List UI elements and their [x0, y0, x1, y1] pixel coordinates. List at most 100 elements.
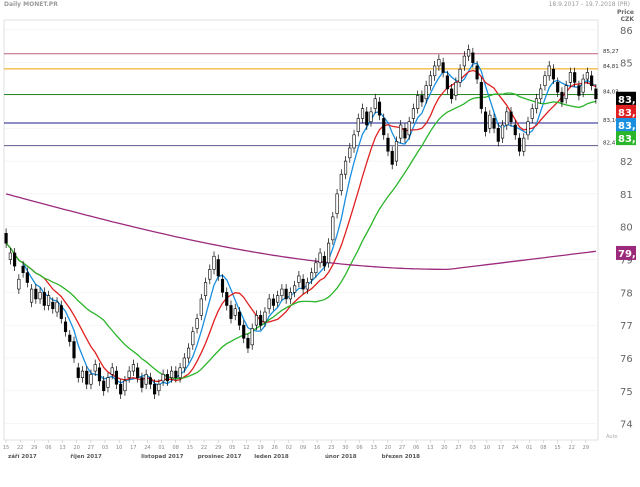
candle-body: [157, 383, 161, 392]
candle: [191, 326, 195, 350]
candle: [51, 297, 55, 314]
x-tick-label-38: 08: [540, 445, 546, 451]
candle-body: [377, 101, 382, 116]
candle-body: [479, 82, 483, 109]
candle-body: [174, 370, 178, 378]
candle: [114, 366, 119, 390]
price-tag-label: 83,8: [618, 121, 640, 132]
candle: [199, 293, 203, 321]
candle-body: [297, 275, 301, 283]
candle: [373, 93, 377, 114]
candle-body: [51, 301, 55, 310]
candle: [284, 284, 288, 304]
candle: [254, 310, 259, 331]
candle: [30, 284, 34, 308]
candle-body: [543, 75, 547, 86]
candles: [4, 44, 598, 399]
candle: [170, 366, 174, 383]
candle-body: [386, 137, 390, 152]
x-tick-label-31: 20: [441, 445, 447, 451]
candle: [178, 362, 182, 383]
candle-body: [123, 380, 127, 392]
candle-body: [280, 288, 284, 296]
x-tick-label-27: 20: [385, 445, 391, 451]
candle-body: [382, 118, 386, 136]
candle-body: [594, 88, 598, 100]
candle: [89, 369, 93, 390]
y-tick-label-81: 81: [620, 190, 633, 201]
candle: [148, 372, 152, 390]
candle: [483, 106, 488, 137]
candle: [127, 366, 131, 383]
ma-green-line: [5, 92, 597, 380]
candle: [377, 97, 382, 121]
candle: [182, 353, 186, 373]
candle: [310, 267, 314, 285]
candle: [327, 238, 331, 268]
candle-body: [148, 377, 152, 385]
candle: [25, 267, 29, 288]
candle-body: [229, 305, 233, 319]
candle: [335, 188, 339, 219]
candle: [454, 77, 458, 101]
candle-body: [573, 72, 577, 83]
candle: [352, 129, 356, 153]
candle: [140, 372, 144, 393]
candle: [509, 106, 513, 127]
candle-body: [322, 255, 326, 267]
candle-body: [267, 298, 271, 310]
candle-body: [259, 315, 263, 326]
candle-body: [30, 288, 34, 303]
candle-body: [203, 282, 208, 296]
x-tick-label-26: 13: [371, 445, 377, 451]
horizontal-levels: 85,27 84,81 84,03 83,16 82,47: [4, 49, 619, 147]
candle-body: [505, 111, 509, 126]
candle-body: [551, 68, 556, 80]
candle: [4, 228, 8, 249]
candle: [136, 362, 140, 383]
candle: [229, 300, 233, 324]
candle: [174, 366, 178, 383]
level-label-84,81: 84,81: [603, 64, 619, 70]
candle: [38, 287, 42, 304]
price-tag-bg: [616, 104, 636, 119]
x-tick-label-40: 22: [569, 445, 575, 451]
candle-body: [140, 377, 144, 388]
price-tag-label: 79,2: [618, 249, 640, 260]
y-tick-label-82: 82: [620, 157, 633, 168]
candle: [314, 257, 318, 278]
x-tick-label-28: 27: [399, 445, 405, 451]
candle-body: [106, 377, 110, 388]
x-tick-label-8: 10: [116, 445, 122, 451]
level-label-85,27: 85,27: [603, 49, 619, 55]
candle-body: [8, 252, 12, 260]
price-tag-label: 83,5: [618, 108, 640, 119]
candle-body: [577, 85, 581, 96]
candle: [530, 103, 534, 124]
candle: [246, 333, 250, 354]
candle: [581, 74, 585, 98]
candle: [348, 143, 352, 163]
candle: [93, 359, 97, 377]
candle-body: [195, 318, 199, 329]
x-tick-label-41: 29: [583, 445, 589, 451]
candle: [547, 61, 551, 81]
candle-body: [539, 88, 543, 100]
candle-body: [25, 272, 29, 283]
candle-body: [428, 75, 432, 86]
candle-body: [119, 383, 123, 395]
candle: [450, 83, 454, 104]
candle-body: [13, 252, 17, 267]
candle-body: [390, 150, 394, 165]
candle-body: [225, 292, 229, 306]
candle-body: [38, 292, 42, 300]
candle: [585, 67, 589, 84]
candle: [420, 90, 424, 107]
candle-body: [526, 121, 530, 136]
x-tick-label-33: 03: [470, 445, 476, 451]
candle: [131, 359, 135, 377]
candle-body: [21, 265, 25, 273]
candle-body: [305, 282, 309, 290]
ma-purple-line: [5, 193, 596, 271]
